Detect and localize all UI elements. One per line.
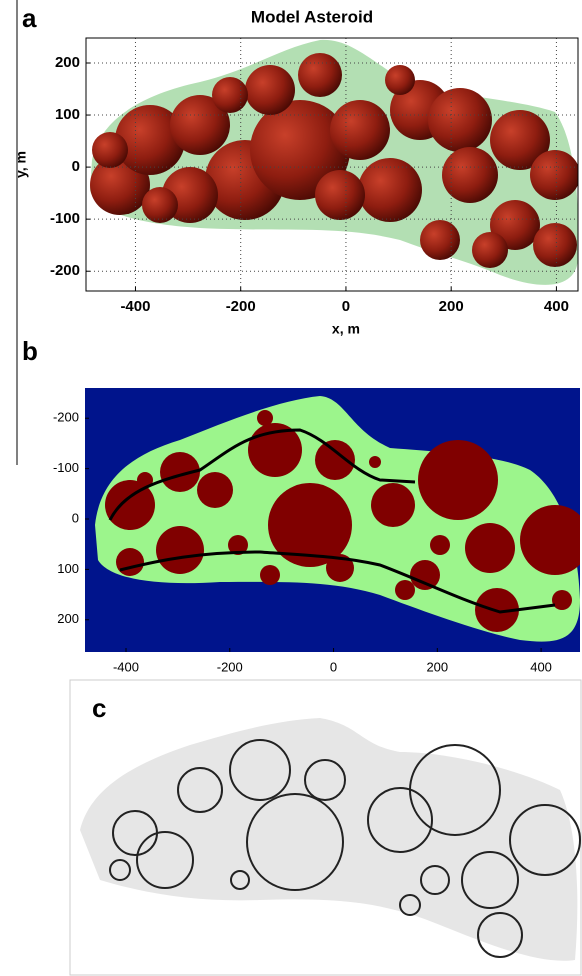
x-tick-label: -200 (217, 659, 243, 674)
y-tick-label: 200 (57, 611, 79, 626)
x-axis-label: x, m (332, 321, 360, 337)
y-tick-label: 0 (72, 510, 79, 525)
x-tick-label: 400 (544, 298, 569, 315)
panel-label: b (22, 336, 38, 366)
x-tick-label: -400 (113, 659, 139, 674)
x-tick-label: 200 (426, 659, 448, 674)
x-tick-label: 0 (330, 659, 337, 674)
chart-title: Model Asteroid (251, 7, 373, 26)
x-tick-label: -200 (226, 298, 256, 315)
y-tick-label: 200 (55, 54, 80, 71)
x-tick-label: 0 (342, 298, 350, 315)
y-tick-label: -200 (50, 262, 80, 279)
y-tick-label: -200 (53, 410, 79, 425)
x-tick-label: 200 (439, 298, 464, 315)
x-tick-label: 400 (530, 659, 552, 674)
tomogram (80, 718, 580, 961)
y-tick-label: 100 (55, 106, 80, 123)
panel-label: c (92, 693, 106, 723)
y-tick-label: 0 (72, 158, 80, 175)
panel-label: a (22, 3, 37, 33)
figure: c a Model Asteroid x, m y, m -400 -200 0 200 400… (0, 0, 582, 976)
y-tick-label: 100 (57, 561, 79, 576)
asteroid-section (85, 388, 582, 652)
y-tick-label: -100 (50, 210, 80, 227)
y-tick-label: -100 (53, 460, 79, 475)
y-axis-label: y, m (13, 151, 29, 178)
asteroid-render (90, 40, 580, 285)
x-tick-label: -400 (120, 298, 150, 315)
